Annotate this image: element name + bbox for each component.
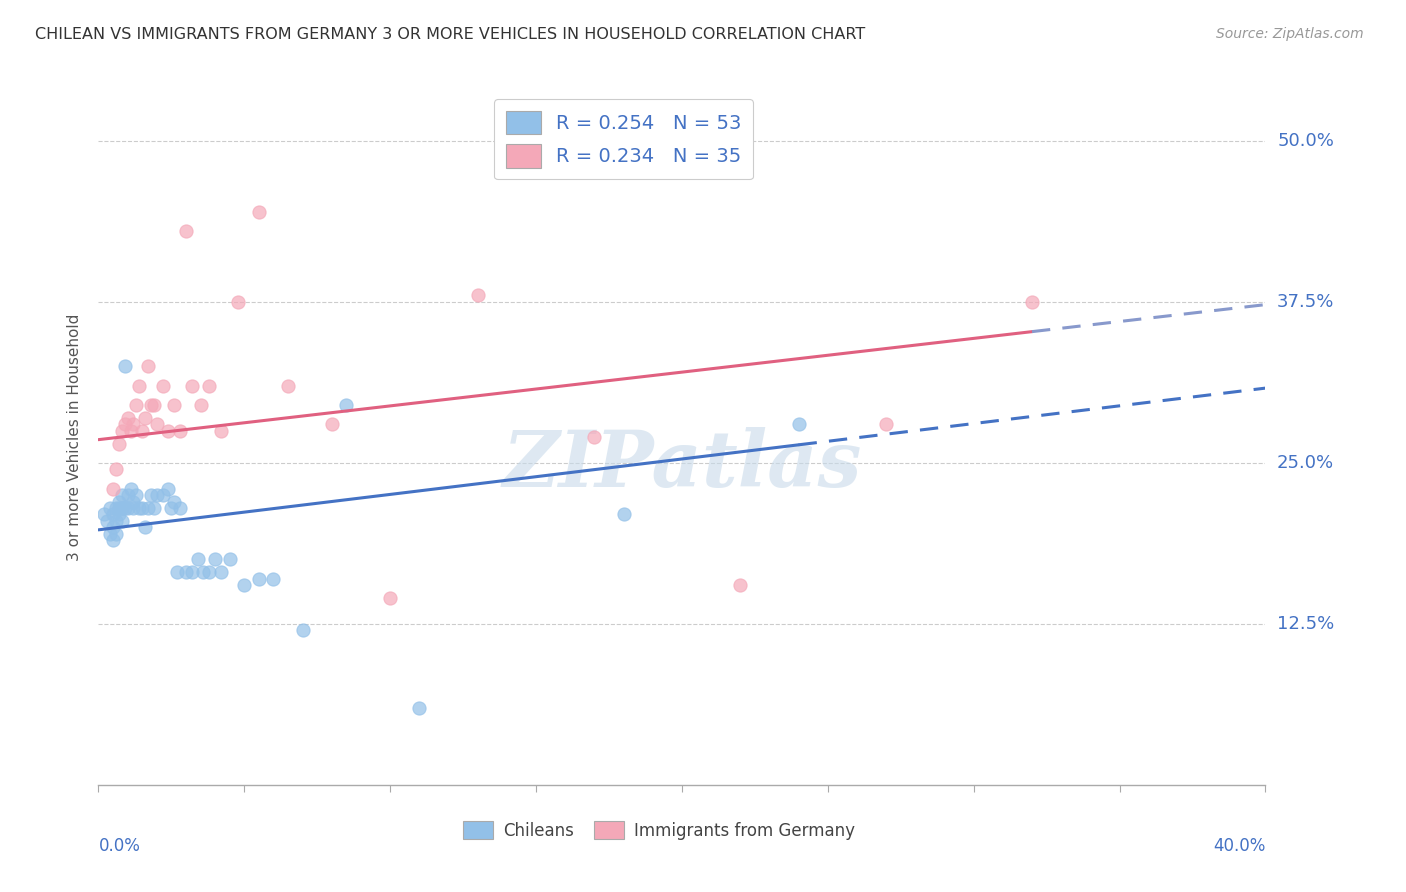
Point bbox=[335, 398, 357, 412]
Point bbox=[114, 500, 136, 515]
Point bbox=[787, 417, 810, 432]
Point bbox=[730, 578, 752, 592]
Point bbox=[111, 514, 134, 528]
Point bbox=[108, 494, 131, 508]
Point bbox=[136, 500, 159, 515]
Point bbox=[93, 508, 115, 522]
Point bbox=[157, 424, 180, 438]
Point bbox=[321, 417, 343, 432]
Point bbox=[131, 500, 153, 515]
Point bbox=[104, 500, 127, 515]
Point bbox=[152, 488, 174, 502]
Point bbox=[218, 552, 240, 566]
Text: 0.0%: 0.0% bbox=[98, 837, 141, 855]
Text: CHILEAN VS IMMIGRANTS FROM GERMANY 3 OR MORE VEHICLES IN HOUSEHOLD CORRELATION C: CHILEAN VS IMMIGRANTS FROM GERMANY 3 OR … bbox=[35, 27, 866, 42]
Point bbox=[180, 378, 202, 392]
Point bbox=[139, 398, 162, 412]
Text: ZIPatlas: ZIPatlas bbox=[502, 426, 862, 503]
Text: 37.5%: 37.5% bbox=[1277, 293, 1334, 310]
Point bbox=[111, 488, 134, 502]
Point bbox=[190, 398, 212, 412]
Point bbox=[142, 398, 165, 412]
Point bbox=[380, 591, 402, 606]
Point bbox=[120, 424, 142, 438]
Point bbox=[277, 378, 299, 392]
Point bbox=[142, 500, 165, 515]
Point bbox=[291, 624, 314, 638]
Point bbox=[169, 500, 191, 515]
Point bbox=[408, 700, 430, 714]
Point bbox=[104, 514, 127, 528]
Point bbox=[117, 500, 139, 515]
Point bbox=[247, 204, 270, 219]
Point bbox=[875, 417, 897, 432]
Point bbox=[160, 500, 183, 515]
Point bbox=[134, 410, 156, 425]
Point bbox=[117, 488, 139, 502]
Point bbox=[120, 482, 142, 496]
Point bbox=[209, 424, 232, 438]
Point bbox=[166, 566, 188, 580]
Point bbox=[98, 500, 121, 515]
Point bbox=[152, 378, 174, 392]
Point bbox=[180, 566, 202, 580]
Point bbox=[146, 417, 169, 432]
Point bbox=[157, 482, 180, 496]
Point bbox=[1021, 294, 1043, 309]
Point bbox=[467, 288, 489, 302]
Point bbox=[96, 514, 118, 528]
Point bbox=[187, 552, 209, 566]
Point bbox=[198, 378, 221, 392]
Text: 40.0%: 40.0% bbox=[1213, 837, 1265, 855]
Point bbox=[169, 424, 191, 438]
Y-axis label: 3 or more Vehicles in Household: 3 or more Vehicles in Household bbox=[67, 313, 83, 561]
Point bbox=[111, 424, 134, 438]
Point bbox=[125, 398, 148, 412]
Point bbox=[233, 578, 256, 592]
Point bbox=[131, 424, 153, 438]
Point bbox=[101, 508, 124, 522]
Point bbox=[128, 500, 150, 515]
Point bbox=[114, 417, 136, 432]
Point bbox=[583, 430, 606, 444]
Point bbox=[612, 508, 634, 522]
Point bbox=[193, 566, 215, 580]
Point bbox=[146, 488, 169, 502]
Point bbox=[134, 520, 156, 534]
Legend: Chileans, Immigrants from Germany: Chileans, Immigrants from Germany bbox=[456, 814, 860, 847]
Point bbox=[247, 572, 270, 586]
Point bbox=[125, 488, 148, 502]
Point bbox=[122, 417, 145, 432]
Text: 12.5%: 12.5% bbox=[1277, 615, 1334, 633]
Point bbox=[114, 359, 136, 374]
Point bbox=[122, 500, 145, 515]
Point bbox=[98, 526, 121, 541]
Point bbox=[108, 436, 131, 450]
Point bbox=[101, 520, 124, 534]
Point bbox=[108, 508, 131, 522]
Point bbox=[104, 462, 127, 476]
Point bbox=[262, 572, 284, 586]
Point bbox=[204, 552, 226, 566]
Text: 25.0%: 25.0% bbox=[1277, 454, 1334, 472]
Point bbox=[163, 398, 186, 412]
Point bbox=[101, 482, 124, 496]
Point bbox=[228, 294, 250, 309]
Point bbox=[136, 359, 159, 374]
Point bbox=[108, 500, 131, 515]
Point bbox=[174, 224, 197, 238]
Point bbox=[117, 410, 139, 425]
Point bbox=[122, 494, 145, 508]
Point bbox=[139, 488, 162, 502]
Text: 50.0%: 50.0% bbox=[1277, 132, 1334, 150]
Point bbox=[198, 566, 221, 580]
Point bbox=[128, 378, 150, 392]
Point bbox=[174, 566, 197, 580]
Point bbox=[163, 494, 186, 508]
Point bbox=[209, 566, 232, 580]
Point bbox=[101, 533, 124, 548]
Point bbox=[111, 500, 134, 515]
Text: Source: ZipAtlas.com: Source: ZipAtlas.com bbox=[1216, 27, 1364, 41]
Point bbox=[104, 526, 127, 541]
